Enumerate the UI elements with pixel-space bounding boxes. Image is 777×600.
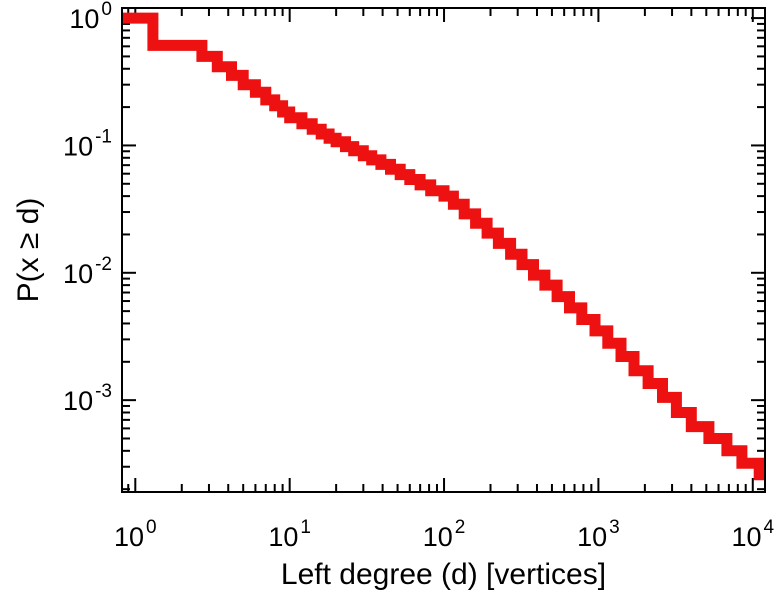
- y-tick-label: 10 0: [69, 0, 112, 34]
- axis-ticks: [122, 8, 765, 492]
- ccdf-step-series: [122, 12, 765, 481]
- x-tick-label: 10 3: [577, 517, 620, 552]
- y-axis-label: P(x ≥ d): [12, 198, 45, 303]
- y-tick-label: 10 -1: [63, 126, 112, 161]
- y-tick-label: 10 -2: [63, 254, 112, 289]
- y-tick-label: 10 -3: [63, 381, 112, 416]
- x-axis-label: Left degree (d) [vertices]: [281, 558, 606, 591]
- tick-labels: 10 0 10 1 10 2 10 3 10 4 10 0 10 -1 10 -2 10 -3: [63, 0, 774, 552]
- ccdf-series-path: [122, 12, 765, 481]
- x-tick-label: 10 1: [268, 517, 311, 552]
- x-tick-label: 10 0: [114, 517, 157, 552]
- plot-border: [121, 7, 766, 493]
- x-tick-label: 10 2: [423, 517, 466, 552]
- x-tick-label: 10 4: [731, 517, 774, 552]
